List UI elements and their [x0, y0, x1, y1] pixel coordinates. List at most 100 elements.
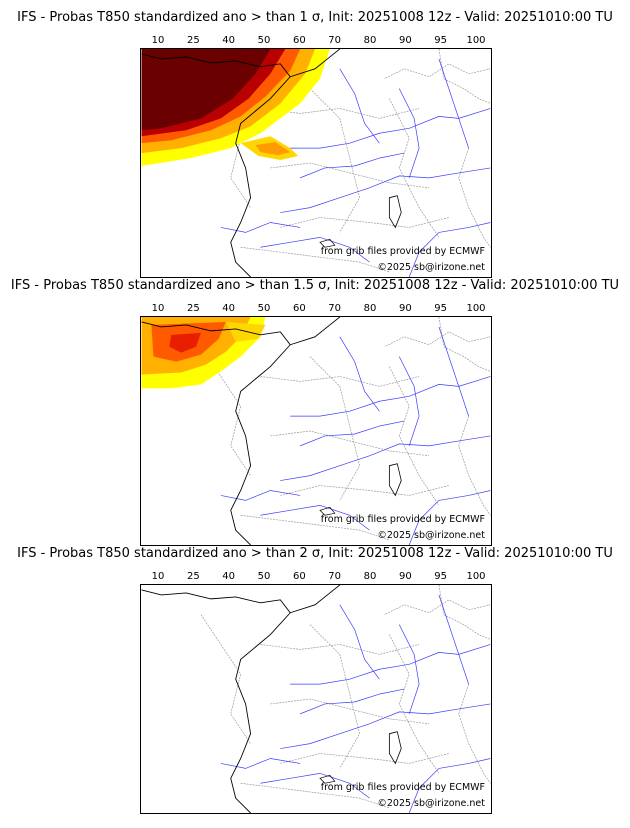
data-credit: from grib files provided by ECMWF	[320, 782, 485, 793]
probability-field	[141, 49, 330, 166]
region-border	[280, 485, 449, 496]
probability-map	[141, 317, 491, 545]
colorbar-tick-label: 95	[434, 571, 448, 582]
colorbar-tick-label: 10	[151, 35, 165, 46]
region-border	[384, 599, 491, 616]
region-border	[458, 684, 491, 784]
river	[408, 758, 491, 813]
island	[319, 506, 336, 516]
probability-field	[141, 317, 266, 389]
map-frame: from grib files provided by ECMWF ©2025 …	[140, 48, 492, 278]
river	[398, 356, 420, 446]
river	[280, 167, 491, 213]
river	[438, 326, 469, 417]
coastline	[290, 585, 341, 614]
colorbar-tick-label: 95	[434, 35, 448, 46]
river	[438, 58, 469, 149]
probability-map	[141, 585, 491, 813]
coastline	[290, 317, 341, 346]
region-border	[309, 356, 360, 501]
coastline	[141, 589, 291, 813]
colorbar-tick-label: 60	[292, 35, 306, 46]
river	[398, 624, 420, 714]
region-border	[260, 644, 420, 655]
region-border	[280, 217, 449, 228]
copyright: ©2025 sb@irizone.net	[377, 262, 485, 273]
region-border	[389, 98, 440, 238]
region-border	[280, 753, 449, 764]
river	[220, 490, 301, 501]
panel-title: IFS - Probas T850 standardized ano > tha…	[17, 546, 613, 561]
region-border	[458, 416, 491, 516]
region-border	[384, 63, 491, 80]
colorbar-tick-label: 10	[151, 303, 165, 314]
region-border	[384, 331, 491, 348]
map-frame: from grib files provided by ECMWF ©2025 …	[140, 584, 492, 814]
colorbar-tick-label: 40	[222, 35, 236, 46]
island	[388, 463, 402, 497]
panel-title: IFS - Probas T850 standardized ano > tha…	[10, 278, 620, 293]
island	[319, 238, 336, 248]
river	[280, 435, 491, 481]
region-border	[438, 317, 491, 372]
coastline	[290, 49, 341, 78]
colorbar-ticks: 10 25 40 50 60 70 80 90 95 100	[150, 303, 486, 315]
river	[280, 703, 491, 749]
region-border	[260, 108, 420, 119]
colorbar-tick-label: 90	[398, 571, 412, 582]
river	[339, 604, 380, 680]
colorbar-ticks: 10 25 40 50 60 70 80 90 95 100	[150, 571, 486, 583]
river	[260, 504, 370, 531]
colorbar-tick-label: 80	[363, 303, 377, 314]
forecast-panel-3: IFS - Probas T850 standardized ano > tha…	[0, 546, 630, 820]
panel-title: IFS - Probas T850 standardized ano > tha…	[17, 10, 613, 25]
river	[339, 336, 380, 412]
region-border	[389, 634, 440, 774]
colorbar-tick-label: 40	[222, 571, 236, 582]
colorbar-tick-label: 100	[466, 35, 486, 46]
river	[300, 688, 405, 715]
colorbar-tick-label: 25	[186, 571, 200, 582]
copyright: ©2025 sb@irizone.net	[377, 530, 485, 541]
colorbar-tick-label: 80	[363, 571, 377, 582]
coastline	[141, 53, 291, 277]
island	[319, 774, 336, 784]
forecast-panel-2: IFS - Probas T850 standardized ano > tha…	[0, 278, 630, 552]
colorbar-tick-label: 50	[257, 35, 271, 46]
colorbar-tick-label: 90	[398, 35, 412, 46]
data-credit: from grib files provided by ECMWF	[320, 514, 485, 525]
probability-map	[141, 49, 491, 277]
colorbar-tick-label: 90	[398, 303, 412, 314]
river	[408, 222, 491, 277]
colorbar-tick-label: 60	[292, 303, 306, 314]
river	[300, 152, 405, 179]
map-frame: from grib files provided by ECMWF ©2025 …	[140, 316, 492, 546]
river	[260, 236, 370, 263]
colorbar-tick-label: 25	[186, 303, 200, 314]
river	[438, 594, 469, 685]
colorbar-tick-label: 40	[222, 303, 236, 314]
region-border	[260, 376, 420, 387]
colorbar-tick-label: 80	[363, 35, 377, 46]
region-border	[438, 585, 491, 640]
region-border	[309, 88, 360, 233]
colorbar-tick-label: 100	[466, 571, 486, 582]
region-border	[389, 366, 440, 506]
region-border	[309, 624, 360, 769]
colorbar-tick-label: 100	[466, 303, 486, 314]
river	[408, 490, 491, 545]
river	[398, 88, 420, 178]
copyright: ©2025 sb@irizone.net	[377, 798, 485, 809]
region-border	[270, 698, 430, 725]
region-border	[438, 49, 491, 104]
river	[290, 376, 491, 417]
colorbar-tick-label: 60	[292, 571, 306, 582]
colorbar-tick-label: 10	[151, 571, 165, 582]
river	[290, 108, 491, 149]
colorbar-ticks: 10 25 40 50 60 70 80 90 95 100	[150, 35, 486, 47]
region-border	[458, 148, 491, 248]
colorbar-tick-label: 50	[257, 571, 271, 582]
river	[220, 758, 301, 769]
island	[388, 195, 402, 229]
colorbar-tick-label: 50	[257, 303, 271, 314]
